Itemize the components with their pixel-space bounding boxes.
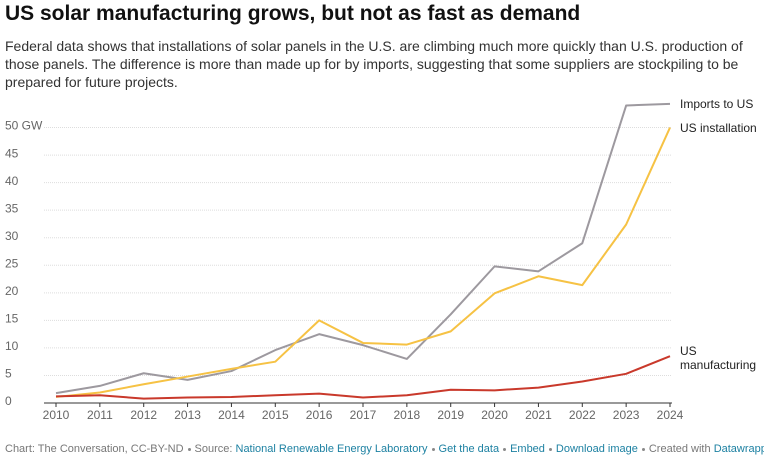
x-tick-label: 2018 bbox=[394, 408, 421, 422]
separator-dot bbox=[548, 447, 552, 451]
x-tick-label: 2013 bbox=[174, 408, 201, 422]
chart: 0 5 10 15 20 25 30 35 40 45 50 GW 2010 2011 2012 2013 2… bbox=[5, 102, 684, 422]
series-line bbox=[55, 102, 671, 395]
chart-title: US solar manufacturing grows, but not as… bbox=[5, 2, 581, 25]
x-tick-label: 2024 bbox=[657, 408, 684, 422]
separator-dot bbox=[503, 447, 507, 451]
x-tick-label: 2022 bbox=[569, 408, 596, 422]
footer-link[interactable]: Embed bbox=[510, 443, 545, 455]
footer-label: Source: bbox=[194, 443, 233, 455]
x-tick-label: 2012 bbox=[130, 408, 157, 422]
x-tick-label: 2010 bbox=[43, 408, 70, 422]
y-tick-label: 35 bbox=[5, 201, 19, 215]
y-tick-label: 25 bbox=[5, 256, 19, 270]
y-tick-label: 40 bbox=[5, 174, 19, 188]
x-tick-label: 2015 bbox=[262, 408, 289, 422]
x-tick-label: 2020 bbox=[481, 408, 508, 422]
series-line bbox=[55, 127, 671, 398]
x-tick-label: 2019 bbox=[437, 408, 464, 422]
x-tick-label: 2016 bbox=[306, 408, 333, 422]
separator-dot bbox=[431, 447, 435, 451]
footer-link[interactable]: Datawrapper bbox=[713, 443, 764, 455]
footer-text: Chart: The Conversation, CC-BY-ND bbox=[5, 443, 184, 455]
x-tick-label: 2017 bbox=[350, 408, 377, 422]
series-label: Imports to US bbox=[680, 96, 754, 111]
chart-subtitle: Federal data shows that installations of… bbox=[5, 38, 743, 90]
y-tick-label: 5 bbox=[5, 367, 12, 381]
y-tick-label: 20 bbox=[5, 284, 19, 298]
y-tick-label: 30 bbox=[5, 229, 19, 243]
separator-dot bbox=[187, 447, 191, 451]
footer-label: Created with bbox=[648, 443, 711, 455]
footer-link[interactable]: Get the data bbox=[438, 443, 500, 455]
x-tick-label: 2023 bbox=[613, 408, 640, 422]
footer-link[interactable]: Download image bbox=[555, 443, 638, 455]
y-tick-label: 15 bbox=[5, 312, 19, 326]
x-tick-label: 2011 bbox=[87, 408, 113, 422]
series-line bbox=[55, 355, 671, 400]
x-tick-label: 2021 bbox=[525, 408, 552, 422]
footer-link[interactable]: National Renewable Energy Laboratory bbox=[235, 443, 428, 455]
footer: Chart: The Conversation, CC-BY-ND Source:… bbox=[5, 443, 764, 455]
y-tick-label: 10 bbox=[5, 339, 19, 353]
y-tick-label: 0 bbox=[5, 394, 12, 408]
x-tick-label: 2014 bbox=[218, 408, 245, 422]
series-label: US manufacturing bbox=[680, 344, 757, 373]
separator-dot bbox=[641, 447, 645, 451]
series-label: US installation bbox=[680, 120, 757, 135]
y-tick-label: 50 GW bbox=[5, 119, 43, 133]
y-tick-label: 45 bbox=[5, 146, 19, 160]
